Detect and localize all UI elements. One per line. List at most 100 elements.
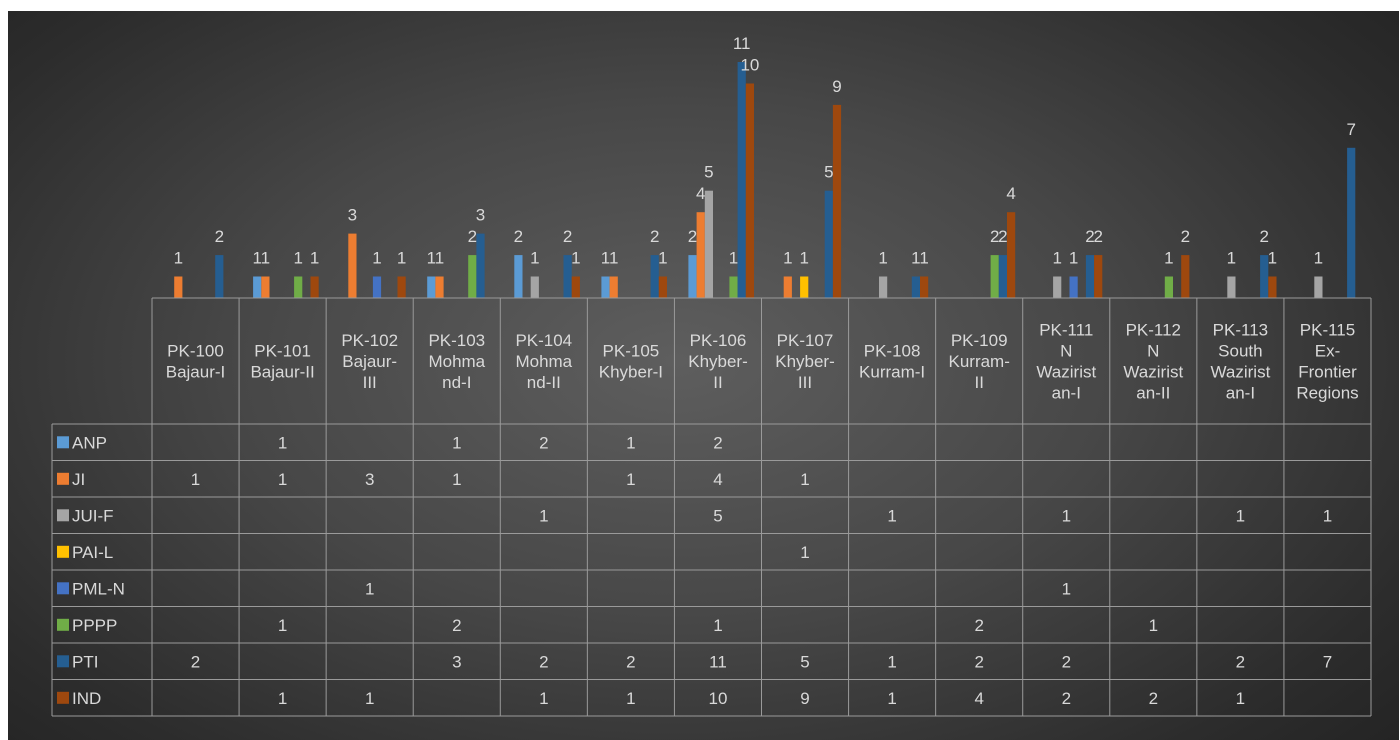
bar-ind-6 [745, 83, 754, 298]
table-cell-ji-2: 3 [365, 470, 374, 489]
legend-label-jui-f: JUI-F [72, 506, 114, 525]
bar-ind-7 [832, 104, 842, 299]
bar-label-ind-12: 1 [1268, 249, 1277, 268]
bar-jui-f-13 [1314, 276, 1323, 298]
legend-label-ji: JI [72, 470, 85, 489]
bar-label-ji-7: 1 [783, 249, 792, 268]
table-cell-ind-11: 2 [1149, 689, 1158, 708]
bar-label-ji-0: 1 [174, 249, 183, 268]
table-cell-pai-l-7: 1 [800, 543, 809, 562]
bar-pti-4 [563, 255, 572, 298]
table-cell-pti-7: 5 [800, 652, 809, 671]
legend-key-pti [57, 655, 69, 668]
category-label-9: PK-109 Kurram-II [948, 331, 1009, 392]
bar-anp-3 [427, 276, 436, 298]
bar-pti-7 [824, 190, 833, 298]
bar-label-pppp-6: 1 [729, 249, 738, 268]
bar-label-anp-6: 2 [688, 227, 697, 246]
bar-label-ind-8: 1 [919, 249, 928, 268]
category-label-13: PK-115 Ex-Frontier Regions [1296, 321, 1358, 403]
bar-label-ind-10: 2 [1093, 227, 1102, 246]
bar-ind-9 [1007, 212, 1016, 298]
table-cell-ind-12: 1 [1236, 689, 1245, 708]
table-cell-jui-f-6: 5 [713, 506, 722, 525]
category-label-8: PK-108 Kurram-I [859, 342, 925, 382]
bar-label-pti-4: 2 [563, 227, 572, 246]
bar-pppp-6 [729, 276, 738, 298]
bar-ji-0 [174, 276, 183, 298]
bar-label-jui-f-8: 1 [878, 249, 887, 268]
legend-key-pai-l [57, 545, 69, 558]
bar-label-ind-2: 1 [397, 249, 406, 268]
bar-label-pti-7: 5 [824, 163, 833, 182]
table-cell-pti-8: 1 [887, 652, 896, 671]
bar-label-ji-1: 1 [261, 249, 270, 268]
legend-label-pti: PTI [72, 652, 98, 671]
bar-pti-8 [911, 276, 920, 298]
bar-pti-9 [998, 255, 1007, 298]
bar-label-ji-3: 1 [435, 249, 444, 268]
bar-jui-f-12 [1227, 276, 1236, 298]
bar-pti-0 [215, 255, 224, 298]
bar-label-jui-f-10: 1 [1052, 249, 1061, 268]
table-cell-pppp-3: 2 [452, 616, 461, 635]
category-label-0: PK-100 Bajaur-I [166, 342, 226, 382]
table-cell-pml-n-10: 1 [1062, 579, 1071, 598]
legend-key-ind [57, 691, 69, 704]
bar-label-pppp-3: 2 [468, 227, 477, 246]
bar-anp-4 [514, 255, 523, 298]
bar-pti-3 [476, 233, 485, 298]
bar-label-pti-0: 2 [215, 227, 224, 246]
legend-label-anp: ANP [72, 433, 107, 452]
table-cell-pti-13: 7 [1323, 652, 1332, 671]
table-cell-ji-5: 1 [626, 470, 635, 489]
bar-pti-6 [737, 62, 746, 298]
table-cell-pti-0: 2 [191, 652, 200, 671]
bar-ji-5 [609, 276, 618, 298]
bar-label-ind-1: 1 [310, 249, 319, 268]
category-label-4: PK-104 Mohma nd-II [515, 331, 572, 392]
bar-pppp-3 [468, 255, 477, 298]
table-cell-pti-10: 2 [1062, 652, 1071, 671]
legend-label-pai-l: PAI-L [72, 543, 113, 562]
table-cell-pti-12: 2 [1236, 652, 1245, 671]
legend-key-pppp [57, 618, 69, 631]
table-cell-pppp-11: 1 [1149, 616, 1158, 635]
bar-pti-13 [1347, 147, 1356, 298]
table-cell-jui-f-10: 1 [1062, 506, 1071, 525]
table-cell-ji-0: 1 [191, 470, 200, 489]
table-cell-ind-2: 1 [365, 689, 374, 708]
legend-key-anp [57, 436, 69, 449]
bar-pppp-1 [294, 276, 303, 298]
table-cell-anp-4: 2 [539, 433, 548, 452]
table-cell-jui-f-13: 1 [1323, 506, 1332, 525]
bar-ji-2 [348, 233, 357, 298]
table-cell-anp-6: 2 [713, 433, 722, 452]
table-cell-pppp-1: 1 [278, 616, 287, 635]
table-cell-ind-5: 1 [626, 689, 635, 708]
bar-label-ind-6: 10 [740, 56, 759, 75]
table-cell-pti-3: 3 [452, 652, 461, 671]
bar-label-anp-1: 1 [252, 249, 261, 268]
bar-label-anp-3: 1 [427, 249, 436, 268]
bar-label-jui-f-6: 5 [704, 163, 713, 182]
bar-ji-7 [783, 276, 792, 298]
category-label-5: PK-105 Khyber-I [599, 342, 663, 382]
table-cell-ji-1: 1 [278, 470, 287, 489]
bar-ji-1 [261, 276, 270, 298]
bar-anp-6 [688, 255, 697, 298]
bar-label-jui-f-12: 1 [1227, 249, 1236, 268]
bar-label-pml-n-2: 1 [372, 249, 381, 268]
table-cell-pti-6: 11 [709, 652, 727, 671]
bar-label-pti-3: 3 [476, 206, 485, 225]
table-cell-anp-5: 1 [626, 433, 635, 452]
bar-pppp-9 [990, 255, 999, 298]
bar-label-ind-7: 9 [832, 77, 841, 96]
bar-pml-n-2 [372, 276, 382, 298]
bar-label-ind-4: 1 [571, 249, 580, 268]
table-cell-ji-6: 4 [713, 470, 722, 489]
bar-label-pml-n-10: 1 [1069, 249, 1078, 268]
bar-pml-n-10 [1069, 276, 1078, 298]
bar-label-ind-9: 4 [1006, 184, 1015, 203]
